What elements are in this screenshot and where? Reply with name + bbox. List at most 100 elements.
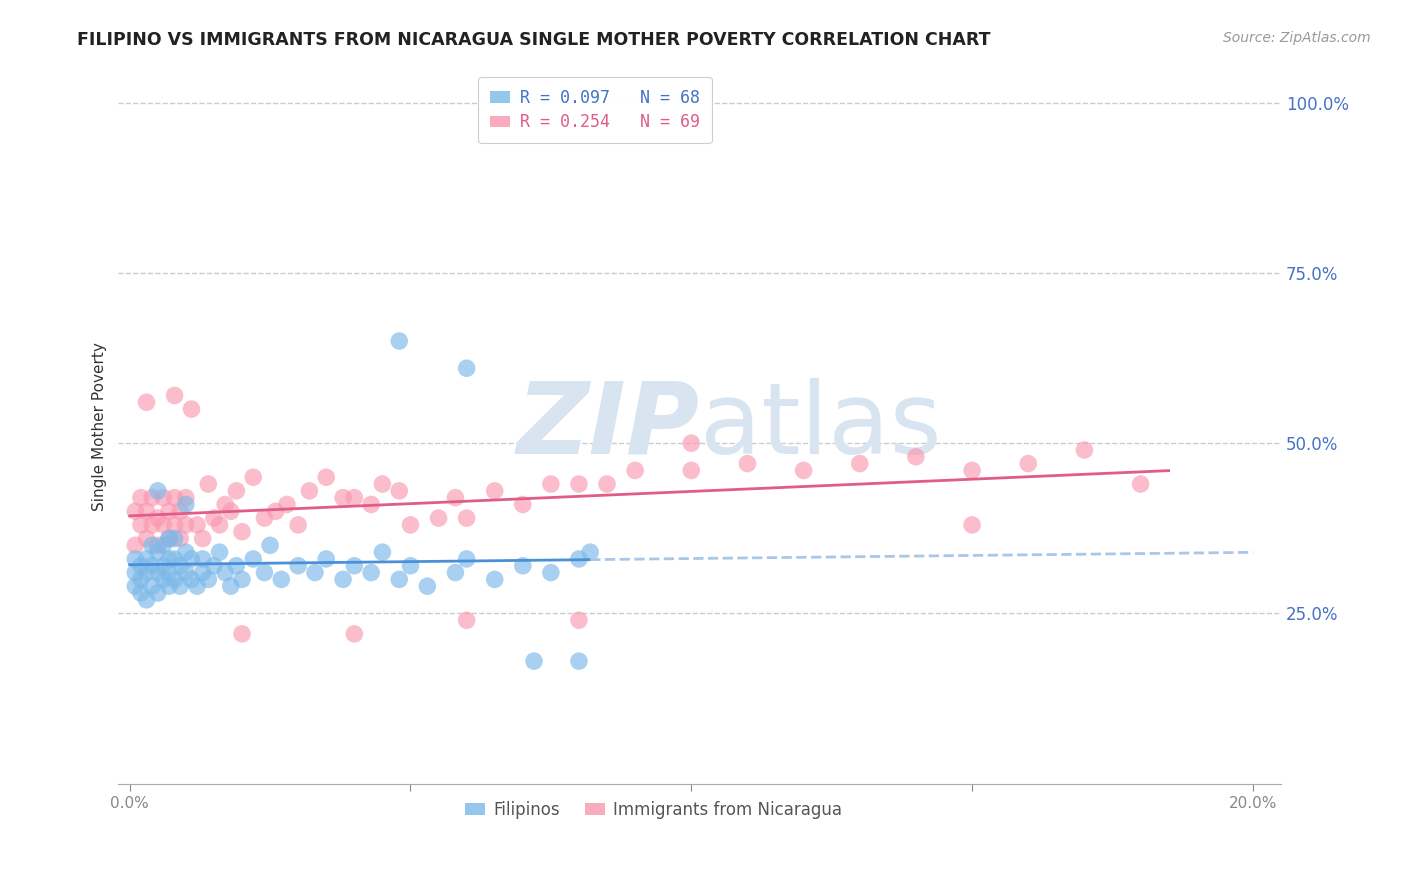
Point [141, 517, 163, 532]
Text: ZIP: ZIP [516, 377, 700, 475]
Point [208, 517, 231, 532]
Point [1129, 477, 1152, 491]
Point [231, 524, 253, 539]
Point [124, 552, 146, 566]
Point [157, 566, 180, 580]
Point [1073, 442, 1095, 457]
Point [225, 558, 247, 573]
Y-axis label: Single Mother Poverty: Single Mother Poverty [93, 342, 107, 510]
Point [208, 545, 231, 559]
Point [523, 654, 546, 668]
Point [129, 558, 152, 573]
Point [399, 517, 422, 532]
Point [231, 627, 253, 641]
Point [343, 491, 366, 505]
Point [169, 504, 191, 518]
Point [124, 566, 146, 580]
Point [163, 491, 186, 505]
Point [225, 483, 247, 498]
Point [304, 566, 326, 580]
Point [146, 566, 169, 580]
Point [157, 579, 180, 593]
Point [568, 654, 591, 668]
Point [737, 457, 759, 471]
Point [180, 552, 202, 566]
Point [231, 573, 253, 587]
Point [169, 579, 191, 593]
Point [135, 504, 157, 518]
Point [512, 498, 534, 512]
Point [960, 463, 983, 477]
Point [174, 498, 197, 512]
Point [214, 498, 236, 512]
Point [332, 491, 354, 505]
Point [174, 566, 197, 580]
Point [253, 511, 276, 525]
Point [157, 532, 180, 546]
Point [146, 483, 169, 498]
Point [186, 579, 208, 593]
Point [388, 334, 411, 348]
Point [793, 463, 815, 477]
Point [141, 491, 163, 505]
Point [191, 566, 214, 580]
Point [146, 586, 169, 600]
Point [191, 532, 214, 546]
Point [681, 436, 703, 450]
Point [371, 477, 394, 491]
Point [202, 558, 225, 573]
Point [135, 592, 157, 607]
Point [163, 517, 186, 532]
Point [360, 498, 382, 512]
Text: atlas: atlas [700, 377, 942, 475]
Point [371, 545, 394, 559]
Point [444, 566, 467, 580]
Point [124, 504, 146, 518]
Point [129, 491, 152, 505]
Point [298, 483, 321, 498]
Point [388, 573, 411, 587]
Point [427, 511, 450, 525]
Point [174, 491, 197, 505]
Point [259, 538, 281, 552]
Point [146, 538, 169, 552]
Point [332, 573, 354, 587]
Point [141, 579, 163, 593]
Point [129, 573, 152, 587]
Point [146, 545, 169, 559]
Point [219, 504, 242, 518]
Point [287, 517, 309, 532]
Point [163, 388, 186, 402]
Point [624, 463, 647, 477]
Point [163, 552, 186, 566]
Point [484, 483, 506, 498]
Point [512, 558, 534, 573]
Point [157, 504, 180, 518]
Point [960, 517, 983, 532]
Point [135, 566, 157, 580]
Point [157, 552, 180, 566]
Point [568, 477, 591, 491]
Point [152, 538, 174, 552]
Point [568, 552, 591, 566]
Point [180, 402, 202, 417]
Point [186, 517, 208, 532]
Point [135, 552, 157, 566]
Legend: Filipinos, Immigrants from Nicaragua: Filipinos, Immigrants from Nicaragua [458, 794, 848, 825]
Point [169, 558, 191, 573]
Point [579, 545, 602, 559]
Point [253, 566, 276, 580]
Point [202, 511, 225, 525]
Point [152, 558, 174, 573]
Point [484, 573, 506, 587]
Point [287, 558, 309, 573]
Point [214, 566, 236, 580]
Point [456, 361, 478, 376]
Point [219, 579, 242, 593]
Point [180, 573, 202, 587]
Point [416, 579, 439, 593]
Point [152, 491, 174, 505]
Point [124, 538, 146, 552]
Point [540, 477, 562, 491]
Point [399, 558, 422, 573]
